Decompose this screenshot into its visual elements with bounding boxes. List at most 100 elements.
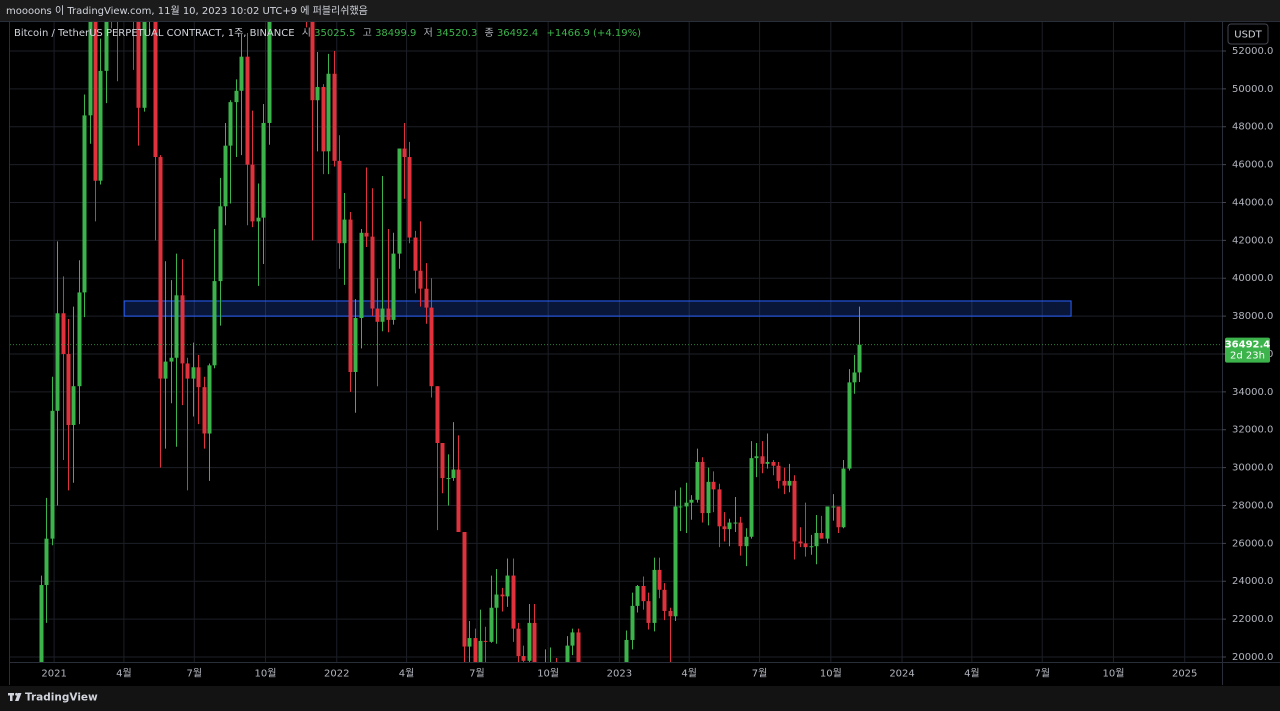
candle-body: [435, 386, 440, 444]
candle-body: [473, 638, 478, 662]
candle-body: [407, 157, 412, 238]
candle-body: [391, 253, 396, 320]
low-label: 저: [424, 27, 433, 39]
candle-body: [370, 236, 375, 309]
candle-body: [733, 522, 738, 524]
candle-body: [440, 443, 445, 479]
x-tick-label: 4월: [399, 668, 415, 680]
candle-body: [744, 536, 749, 547]
candle-body: [71, 386, 76, 426]
candle-body: [256, 217, 261, 222]
open-label: 시: [302, 27, 311, 39]
candle-body: [652, 569, 657, 623]
candle-body: [93, 22, 98, 181]
candle-body: [212, 281, 217, 366]
candle-body: [451, 469, 456, 479]
x-tick-label: 10월: [537, 668, 559, 680]
close-label: 종: [485, 27, 494, 39]
candle-body: [82, 115, 87, 293]
candle-body: [446, 478, 451, 480]
candle-body: [163, 361, 168, 379]
candle-body: [727, 522, 732, 530]
candle-body: [700, 461, 705, 514]
candle-body: [657, 569, 662, 590]
x-tick-label: 2021: [41, 669, 66, 680]
candle-body: [397, 148, 402, 254]
candle-body: [803, 543, 808, 548]
y-tick-label: 42000.0: [1232, 235, 1273, 246]
y-tick-label: 30000.0: [1232, 463, 1273, 474]
candle-body: [836, 506, 841, 528]
candle-body: [831, 506, 836, 508]
candle-body: [315, 86, 320, 101]
candle-body: [765, 461, 770, 464]
candle-body: [809, 546, 814, 548]
top-bar: [0, 0, 1280, 21]
candle-body: [169, 357, 174, 362]
candle-body: [342, 219, 347, 244]
candle-body: [88, 22, 93, 116]
x-tick-label: 7월: [469, 668, 485, 680]
candle-body: [500, 594, 505, 597]
candle-body: [418, 270, 423, 289]
candle-body: [717, 489, 722, 527]
candle-body: [202, 387, 207, 434]
candle-body: [489, 607, 494, 642]
legend: Bitcoin / TetherUS PERPETUAL CONTRACT, 1…: [14, 27, 641, 39]
candle-body: [191, 367, 196, 379]
candle-body: [754, 456, 759, 459]
candle-body: [689, 499, 694, 503]
open-value: 35025.5: [314, 28, 355, 39]
high-label: 고: [363, 28, 372, 39]
candle-body: [635, 585, 640, 606]
candle-body: [136, 22, 141, 108]
countdown-label: 2d 23h: [1230, 351, 1265, 362]
change-value: +1466.9 (+4.19%): [546, 28, 641, 39]
candle-body: [711, 481, 716, 490]
candle-body: [684, 502, 689, 507]
low-value: 34520.3: [436, 28, 477, 39]
candle-body: [196, 367, 201, 388]
candle-body: [695, 461, 700, 500]
candle-body: [239, 56, 244, 91]
y-tick-label: 38000.0: [1232, 311, 1273, 322]
currency-button[interactable]: [1227, 23, 1269, 45]
x-tick-label: 4월: [681, 668, 697, 680]
candle-body: [792, 480, 797, 542]
y-tick-label: 28000.0: [1232, 500, 1273, 511]
candle-body: [326, 73, 331, 152]
candle-body: [348, 219, 353, 372]
candle-body: [722, 526, 727, 530]
candle-body: [494, 594, 499, 608]
y-tick-label: 26000.0: [1232, 538, 1273, 549]
candle-body: [50, 410, 55, 539]
candle-body: [852, 372, 857, 383]
candle-body: [516, 628, 521, 657]
y-tick-label: 40000.0: [1232, 273, 1273, 284]
candle-body: [98, 70, 103, 181]
currency-label[interactable]: USDT: [1234, 30, 1262, 41]
x-tick-label: 7월: [187, 668, 203, 680]
candle-body: [180, 295, 185, 364]
candle-body: [511, 575, 516, 629]
candle-body: [814, 532, 819, 547]
candle-body: [234, 90, 239, 103]
candle-body: [250, 164, 255, 222]
y-tick-label: 50000.0: [1232, 84, 1273, 95]
candle-body: [456, 469, 461, 533]
candle-body: [678, 506, 683, 508]
candle-body: [825, 506, 830, 539]
candle-body: [375, 308, 380, 322]
candle-body: [77, 292, 82, 387]
candle-body: [66, 353, 71, 426]
candle-body: [787, 480, 792, 486]
candle-body: [782, 480, 787, 486]
candle-body: [104, 22, 109, 71]
candle-body: [424, 288, 429, 308]
plot-layer: [10, 22, 1222, 662]
candle-body: [847, 382, 852, 469]
candle-body: [565, 645, 570, 662]
